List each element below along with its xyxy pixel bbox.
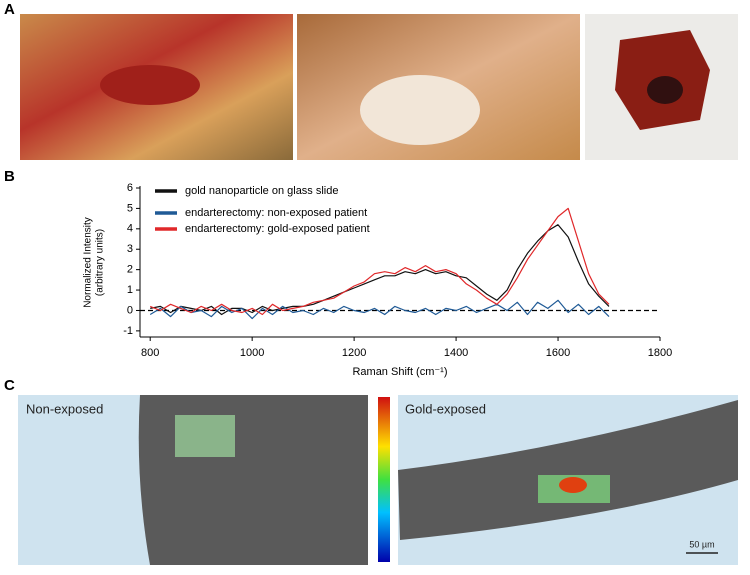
panel-label: B [4, 168, 15, 185]
y-tick-label: 6 [127, 182, 133, 194]
panel-label: C [4, 377, 15, 394]
raman-hotspot [559, 477, 587, 493]
photo-detail [100, 65, 200, 105]
y-axis-label: Normalized Intensity [83, 217, 94, 308]
histology-row [18, 395, 738, 565]
x-tick-label: 800 [141, 347, 159, 359]
panel-caption: Non-exposed [26, 401, 103, 416]
x-tick-label: 1000 [240, 347, 264, 359]
x-tick-label: 1600 [546, 347, 570, 359]
photo-detail [647, 76, 683, 104]
tissue [138, 395, 368, 565]
color-bar [378, 397, 390, 562]
y-tick-label: 0 [127, 304, 133, 316]
y-tick-label: 1 [127, 284, 133, 296]
y-tick-label: 3 [127, 243, 133, 255]
x-tick-label: 1200 [342, 347, 366, 359]
photo-row [20, 14, 738, 160]
panel-caption: Gold-exposed [405, 401, 486, 416]
y-tick-label: 5 [127, 202, 133, 214]
y-tick-label: -1 [123, 325, 133, 337]
legend-label: endarterectomy: non-exposed patient [185, 207, 367, 219]
tissue [398, 400, 738, 540]
legend-label: endarterectomy: gold-exposed patient [185, 223, 370, 235]
panel-label: A [4, 1, 15, 18]
y-tick-label: 2 [127, 264, 133, 276]
series-line [150, 224, 610, 316]
x-tick-label: 1400 [444, 347, 468, 359]
x-tick-label: 1800 [648, 347, 672, 359]
raman-overlay [175, 415, 235, 457]
series-line [149, 299, 610, 320]
legend-label: gold nanoparticle on glass slide [185, 185, 339, 197]
series-line [149, 207, 610, 316]
raman-chart: -1 0 1 2 3 4 5 6 800 1000 1200 1400 1600 1800 Raman Sh… [83, 182, 673, 378]
y-axis-label: (arbitrary units) [95, 229, 106, 296]
scale-bar-label: 50 µm [689, 539, 714, 549]
x-axis-label: Raman Shift (cm⁻¹) [352, 366, 447, 378]
y-tick-label: 4 [127, 223, 133, 235]
photo-detail [360, 75, 480, 145]
